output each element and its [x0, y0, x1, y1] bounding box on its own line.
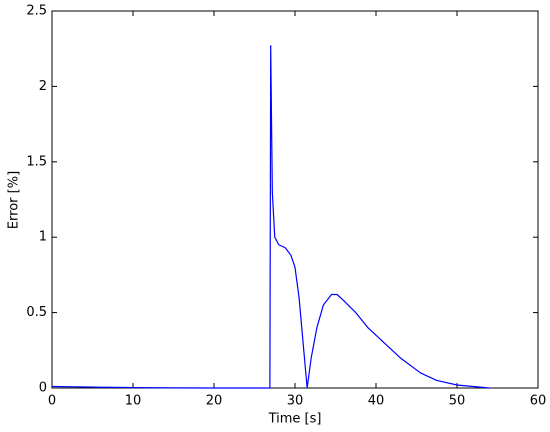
x-tick-label: 10 — [125, 394, 142, 409]
y-tick-label: 1 — [39, 230, 47, 245]
y-axis-label: Error [%] — [7, 171, 22, 229]
plot-frame — [51, 10, 539, 389]
y-tick-label: 2.5 — [26, 4, 47, 19]
x-tick-label: 20 — [206, 394, 223, 409]
y-tick-label: 1.5 — [26, 154, 47, 169]
x-tick-label: 0 — [48, 394, 56, 409]
x-tick-label: 60 — [530, 394, 547, 409]
y-tick-label: 0 — [39, 381, 47, 396]
data-line — [51, 45, 490, 389]
x-tick-label: 50 — [449, 394, 466, 409]
x-tick-label: 30 — [287, 394, 304, 409]
y-tick-label: 0.5 — [26, 305, 47, 320]
x-axis-label: Time [s] — [268, 412, 322, 427]
y-tick-label: 2 — [39, 79, 47, 94]
x-tick-label: 40 — [368, 394, 385, 409]
